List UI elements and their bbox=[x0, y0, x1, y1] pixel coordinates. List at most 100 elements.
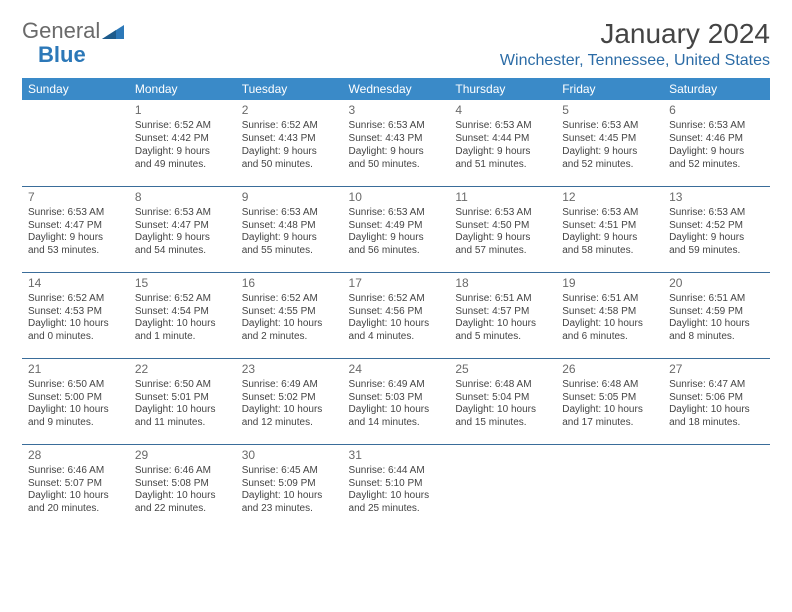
daylight-text: Daylight: 10 hours bbox=[669, 404, 764, 417]
day-number: 18 bbox=[455, 276, 550, 291]
daylight-text: and 51 minutes. bbox=[455, 159, 550, 172]
day-number: 11 bbox=[455, 190, 550, 205]
daylight-text: and 18 minutes. bbox=[669, 417, 764, 430]
daylight-text: and 20 minutes. bbox=[28, 503, 123, 516]
location-text: Winchester, Tennessee, United States bbox=[500, 52, 770, 70]
day-number: 2 bbox=[242, 103, 337, 118]
calendar-cell: 20Sunrise: 6:51 AMSunset: 4:59 PMDayligh… bbox=[663, 272, 770, 358]
daylight-text: Daylight: 9 hours bbox=[242, 146, 337, 159]
daylight-text: and 9 minutes. bbox=[28, 417, 123, 430]
sunrise-text: Sunrise: 6:51 AM bbox=[455, 293, 550, 306]
calendar-cell: 26Sunrise: 6:48 AMSunset: 5:05 PMDayligh… bbox=[556, 358, 663, 444]
calendar-cell: 21Sunrise: 6:50 AMSunset: 5:00 PMDayligh… bbox=[22, 358, 129, 444]
daylight-text: Daylight: 9 hours bbox=[349, 146, 444, 159]
daylight-text: Daylight: 10 hours bbox=[28, 318, 123, 331]
sunrise-text: Sunrise: 6:53 AM bbox=[669, 207, 764, 220]
day-number: 8 bbox=[135, 190, 230, 205]
day-number: 20 bbox=[669, 276, 764, 291]
day-number: 5 bbox=[562, 103, 657, 118]
sunset-text: Sunset: 5:07 PM bbox=[28, 478, 123, 491]
sunrise-text: Sunrise: 6:53 AM bbox=[349, 207, 444, 220]
sunset-text: Sunset: 4:50 PM bbox=[455, 220, 550, 233]
calendar-cell: 9 Sunrise: 6:53 AMSunset: 4:48 PMDaylight… bbox=[236, 186, 343, 272]
calendar-cell: 17Sunrise: 6:52 AMSunset: 4:56 PMDayligh… bbox=[343, 272, 450, 358]
calendar-table: Sunday Monday Tuesday Wednesday Thursday… bbox=[22, 78, 770, 530]
calendar-cell: 5Sunrise: 6:53 AMSunset: 4:45 PMDaylight… bbox=[556, 100, 663, 186]
day-number: 22 bbox=[135, 362, 230, 377]
calendar-cell: 13Sunrise: 6:53 AMSunset: 4:52 PMDayligh… bbox=[663, 186, 770, 272]
sunset-text: Sunset: 4:43 PM bbox=[242, 133, 337, 146]
weekday-header: Thursday bbox=[449, 78, 556, 100]
daylight-text: Daylight: 10 hours bbox=[455, 318, 550, 331]
daylight-text: and 4 minutes. bbox=[349, 331, 444, 344]
calendar-body: 1Sunrise: 6:52 AMSunset: 4:42 PMDaylight… bbox=[22, 100, 770, 530]
day-number: 26 bbox=[562, 362, 657, 377]
day-number: 21 bbox=[28, 362, 123, 377]
daylight-text: Daylight: 9 hours bbox=[669, 232, 764, 245]
sunrise-text: Sunrise: 6:51 AM bbox=[562, 293, 657, 306]
day-number: 25 bbox=[455, 362, 550, 377]
sunset-text: Sunset: 5:03 PM bbox=[349, 392, 444, 405]
day-number: 4 bbox=[455, 103, 550, 118]
brand-part2-wrap: Blue bbox=[38, 42, 86, 68]
calendar-cell: 19Sunrise: 6:51 AMSunset: 4:58 PMDayligh… bbox=[556, 272, 663, 358]
sunset-text: Sunset: 4:49 PM bbox=[349, 220, 444, 233]
day-number: 15 bbox=[135, 276, 230, 291]
calendar-cell: 4Sunrise: 6:53 AMSunset: 4:44 PMDaylight… bbox=[449, 100, 556, 186]
daylight-text: and 25 minutes. bbox=[349, 503, 444, 516]
sunset-text: Sunset: 4:46 PM bbox=[669, 133, 764, 146]
day-number: 14 bbox=[28, 276, 123, 291]
day-number: 9 bbox=[242, 190, 337, 205]
day-number: 3 bbox=[349, 103, 444, 118]
day-number: 19 bbox=[562, 276, 657, 291]
daylight-text: Daylight: 10 hours bbox=[349, 404, 444, 417]
sunset-text: Sunset: 5:10 PM bbox=[349, 478, 444, 491]
calendar-cell: 11Sunrise: 6:53 AMSunset: 4:50 PMDayligh… bbox=[449, 186, 556, 272]
sunrise-text: Sunrise: 6:52 AM bbox=[135, 293, 230, 306]
weekday-header: Monday bbox=[129, 78, 236, 100]
day-number: 30 bbox=[242, 448, 337, 463]
daylight-text: Daylight: 9 hours bbox=[562, 146, 657, 159]
sunset-text: Sunset: 4:52 PM bbox=[669, 220, 764, 233]
calendar-cell: 10Sunrise: 6:53 AMSunset: 4:49 PMDayligh… bbox=[343, 186, 450, 272]
daylight-text: Daylight: 10 hours bbox=[455, 404, 550, 417]
sunrise-text: Sunrise: 6:52 AM bbox=[349, 293, 444, 306]
calendar-cell: 12Sunrise: 6:53 AMSunset: 4:51 PMDayligh… bbox=[556, 186, 663, 272]
daylight-text: Daylight: 9 hours bbox=[562, 232, 657, 245]
sunset-text: Sunset: 5:05 PM bbox=[562, 392, 657, 405]
weekday-header: Sunday bbox=[22, 78, 129, 100]
sunset-text: Sunset: 4:47 PM bbox=[28, 220, 123, 233]
month-title: January 2024 bbox=[500, 18, 770, 50]
daylight-text: and 5 minutes. bbox=[455, 331, 550, 344]
brand-part2: Blue bbox=[38, 42, 86, 67]
daylight-text: and 8 minutes. bbox=[669, 331, 764, 344]
day-number: 1 bbox=[135, 103, 230, 118]
brand-logo: General bbox=[22, 18, 126, 44]
weekday-header: Wednesday bbox=[343, 78, 450, 100]
daylight-text: and 22 minutes. bbox=[135, 503, 230, 516]
calendar-cell: 31Sunrise: 6:44 AMSunset: 5:10 PMDayligh… bbox=[343, 444, 450, 530]
day-number: 6 bbox=[669, 103, 764, 118]
sunrise-text: Sunrise: 6:49 AM bbox=[349, 379, 444, 392]
weekday-header: Tuesday bbox=[236, 78, 343, 100]
brand-part1: General bbox=[22, 18, 100, 44]
daylight-text: Daylight: 10 hours bbox=[242, 318, 337, 331]
daylight-text: Daylight: 9 hours bbox=[242, 232, 337, 245]
daylight-text: and 58 minutes. bbox=[562, 245, 657, 258]
page-header: General January 2024 Winchester, Tenness… bbox=[22, 18, 770, 70]
daylight-text: Daylight: 9 hours bbox=[135, 232, 230, 245]
sunset-text: Sunset: 4:56 PM bbox=[349, 306, 444, 319]
sunrise-text: Sunrise: 6:45 AM bbox=[242, 465, 337, 478]
calendar-head: Sunday Monday Tuesday Wednesday Thursday… bbox=[22, 78, 770, 100]
sunset-text: Sunset: 4:44 PM bbox=[455, 133, 550, 146]
sunset-text: Sunset: 5:06 PM bbox=[669, 392, 764, 405]
sunrise-text: Sunrise: 6:48 AM bbox=[562, 379, 657, 392]
daylight-text: Daylight: 9 hours bbox=[28, 232, 123, 245]
sunset-text: Sunset: 5:08 PM bbox=[135, 478, 230, 491]
sunset-text: Sunset: 4:48 PM bbox=[242, 220, 337, 233]
daylight-text: Daylight: 9 hours bbox=[349, 232, 444, 245]
daylight-text: and 50 minutes. bbox=[242, 159, 337, 172]
sunrise-text: Sunrise: 6:53 AM bbox=[242, 207, 337, 220]
calendar-cell: 2Sunrise: 6:52 AMSunset: 4:43 PMDaylight… bbox=[236, 100, 343, 186]
calendar-cell: 18Sunrise: 6:51 AMSunset: 4:57 PMDayligh… bbox=[449, 272, 556, 358]
